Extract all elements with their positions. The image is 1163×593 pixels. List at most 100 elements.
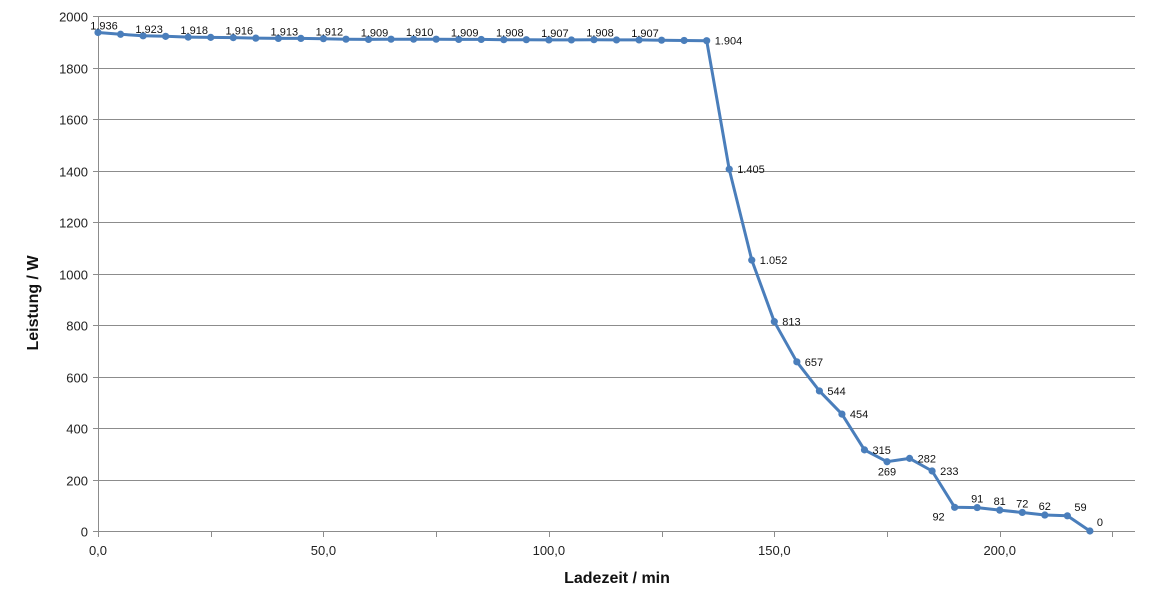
data-label: 1.913 [271,26,299,38]
data-point [1063,512,1071,520]
data-point [703,37,711,45]
data-point [364,35,373,44]
data-labels: 1.936 1.923 1.918 1.916 1.913 1.912 1.909 1.910… [90,21,1103,530]
data-label: 1.907 [541,28,569,40]
y-tick-label: 1400 [59,165,88,180]
data-label: 1.405 [737,164,765,176]
data-point [387,35,395,43]
data-point [432,35,440,43]
data-point [229,34,237,42]
data-point [996,506,1004,514]
data-point [860,446,869,454]
data-point [500,36,508,44]
series-line [97,31,1091,533]
data-point [139,32,147,40]
data-label: 1.909 [361,27,389,39]
data-point [612,36,621,44]
data-label: 0 [1097,517,1103,529]
x-tick-label: 200,0 [983,543,1016,558]
data-label: 1.909 [451,27,479,39]
data-label: 1.916 [226,26,254,38]
data-label: 813 [782,317,800,329]
data-point [477,35,485,44]
y-tick-label: 1600 [59,113,88,128]
data-point [815,387,823,395]
data-point [905,454,914,462]
data-point [680,36,688,45]
data-label: 81 [994,496,1006,508]
y-axis-title: Leistung / W [25,255,42,351]
data-point [252,34,260,42]
y-tick-label: 600 [66,371,88,386]
data-label: 72 [1016,499,1028,511]
data-point [274,34,282,43]
data-label: 1.912 [316,27,344,39]
data-point [793,358,801,366]
gridlines [98,16,1135,481]
y-tick-label: 800 [66,319,88,334]
data-label: 315 [873,445,891,457]
data-label: 269 [878,467,896,479]
data-point [770,318,778,326]
data-label: 62 [1039,501,1051,513]
data-point [455,35,463,44]
data-point [657,36,666,44]
data-label: 1.052 [760,255,788,267]
data-label: 91 [971,494,983,506]
data-point [883,458,891,466]
data-point [838,410,846,418]
x-tick-label: 100,0 [533,543,566,558]
data-point [297,34,305,43]
data-point [567,36,576,44]
data-point [951,503,959,511]
data-point [590,36,598,44]
data-point [184,33,192,41]
data-label: 657 [805,357,823,369]
data-point [1018,508,1026,517]
y-tick-label: 1000 [59,268,88,283]
data-point [522,36,530,44]
data-point [207,33,215,41]
data-label: 454 [850,409,868,421]
y-tick-label: 1200 [59,216,88,231]
data-point [94,28,102,37]
y-tick-label: 2000 [59,10,88,25]
data-point [410,35,418,43]
data-label: 1.908 [586,28,614,40]
data-point [116,30,125,38]
data-label: 1.907 [631,28,659,40]
data-label: 544 [827,386,845,398]
data-point [973,503,981,512]
data-label: 1.908 [496,28,524,40]
x-tick-label: 150,0 [758,543,791,558]
data-point [725,165,733,173]
y-tick-label: 200 [66,474,88,489]
data-point [342,35,350,43]
data-label: 1.918 [180,25,208,37]
x-tick-label: 0,0 [89,543,107,558]
data-label: 1.904 [715,36,743,48]
data-label: 92 [932,511,944,523]
data-label: 59 [1074,502,1086,514]
data-label: 1.923 [135,24,163,36]
data-label: 1.910 [406,27,434,39]
y-tick-label: 0 [81,525,88,540]
data-point [545,36,553,44]
data-label: 282 [918,453,936,465]
data-point [319,35,328,43]
series-layer [94,28,1094,535]
data-point [1086,527,1094,535]
data-label: 233 [940,466,958,478]
data-point [928,467,936,475]
data-label: 1.936 [90,21,118,33]
data-point [748,256,756,264]
y-tick-label: 400 [66,422,88,437]
data-point [162,32,170,40]
x-axis-title: Ladezeit / min [564,570,670,587]
data-point [1041,511,1049,519]
y-tick-label: 1800 [59,62,88,77]
axes: 0 200 400 600 800 1000 1200 1400 1600 1800 2000 0,0… [59,10,1135,558]
data-point [635,36,643,44]
